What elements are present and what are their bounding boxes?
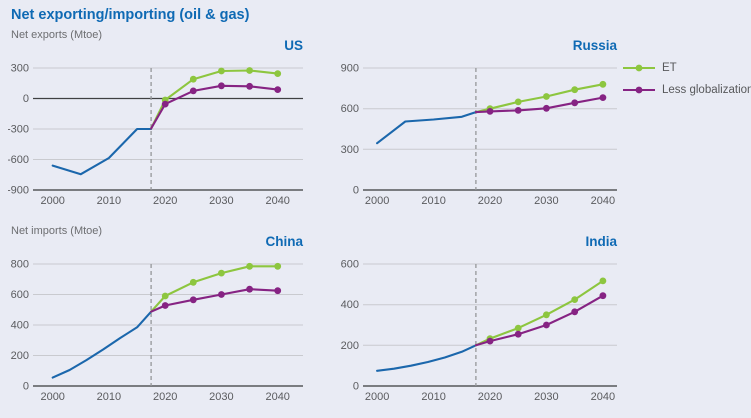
svg-text:200: 200 xyxy=(11,350,29,362)
net-exports-axis-label: Net exports (Mtoe) xyxy=(11,29,103,41)
svg-text:2020: 2020 xyxy=(153,391,177,403)
chart-block-china: China 800 600 400 200 0 2000 2010 2020 2030 2040 xyxy=(8,234,308,404)
chart-block-india: India 600 400 200 0 2000 2010 2020 2030 2040 xyxy=(338,234,622,404)
svg-text:600: 600 xyxy=(341,259,359,271)
chart-us-plot: 300 0 -300 -600 -900 2000 2010 2020 2030 2040 xyxy=(8,63,303,207)
svg-text:2030: 2030 xyxy=(209,195,233,207)
svg-text:-600: -600 xyxy=(8,154,29,166)
svg-text:2010: 2010 xyxy=(421,391,445,403)
svg-text:600: 600 xyxy=(341,103,359,115)
svg-text:0: 0 xyxy=(23,93,29,105)
chart-block-russia: Russia 900 600 300 0 2000 2010 2020 2030 2040 xyxy=(338,38,622,208)
page-title: Net exporting/importing (oil & gas) xyxy=(11,7,250,23)
svg-text:-900: -900 xyxy=(8,185,29,197)
svg-text:2010: 2010 xyxy=(97,391,121,403)
svg-text:2020: 2020 xyxy=(478,391,502,403)
svg-text:400: 400 xyxy=(341,299,359,311)
legend-item-less-globalization: Less globalization xyxy=(622,83,751,97)
et-line-swatch-icon xyxy=(623,64,655,72)
less-globalization-line-swatch-icon xyxy=(623,86,655,94)
svg-text:900: 900 xyxy=(341,63,359,75)
chart-title-india: India xyxy=(585,234,617,249)
svg-text:2010: 2010 xyxy=(421,195,445,207)
svg-text:300: 300 xyxy=(11,63,29,75)
svg-text:2040: 2040 xyxy=(265,195,289,207)
svg-text:0: 0 xyxy=(353,185,359,197)
chart-russia-plot: 900 600 300 0 2000 2010 2020 2030 2040 xyxy=(341,63,617,207)
svg-text:2030: 2030 xyxy=(209,391,233,403)
net-imports-axis-label: Net imports (Mtoe) xyxy=(11,225,103,237)
legend-label-et: ET xyxy=(662,62,677,74)
svg-text:2040: 2040 xyxy=(591,391,615,403)
svg-text:2010: 2010 xyxy=(97,195,121,207)
svg-text:300: 300 xyxy=(341,144,359,156)
legend-label-less-globalization: Less globalization xyxy=(662,84,751,96)
svg-text:2020: 2020 xyxy=(478,195,502,207)
svg-text:2000: 2000 xyxy=(40,391,64,403)
svg-text:2040: 2040 xyxy=(591,195,615,207)
svg-text:2030: 2030 xyxy=(534,195,558,207)
chart-legend: ET Less globalization xyxy=(622,61,751,105)
chart-title-russia: Russia xyxy=(572,38,617,53)
svg-text:-300: -300 xyxy=(8,124,29,136)
chart-title-us: US xyxy=(284,38,303,53)
svg-text:600: 600 xyxy=(11,289,29,301)
chart-block-us: US 300 0 -300 -600 -900 2000 2010 2020 2030 2040 xyxy=(8,38,308,208)
svg-text:2000: 2000 xyxy=(40,195,64,207)
svg-text:400: 400 xyxy=(11,320,29,332)
svg-text:2000: 2000 xyxy=(365,195,389,207)
svg-text:200: 200 xyxy=(341,340,359,352)
svg-text:0: 0 xyxy=(23,381,29,393)
svg-text:800: 800 xyxy=(11,259,29,271)
chart-title-china: China xyxy=(265,234,303,249)
svg-text:0: 0 xyxy=(353,381,359,393)
svg-text:2030: 2030 xyxy=(534,391,558,403)
svg-text:2020: 2020 xyxy=(153,195,177,207)
svg-text:2000: 2000 xyxy=(365,391,389,403)
legend-item-et: ET xyxy=(622,61,751,75)
svg-text:2040: 2040 xyxy=(265,391,289,403)
